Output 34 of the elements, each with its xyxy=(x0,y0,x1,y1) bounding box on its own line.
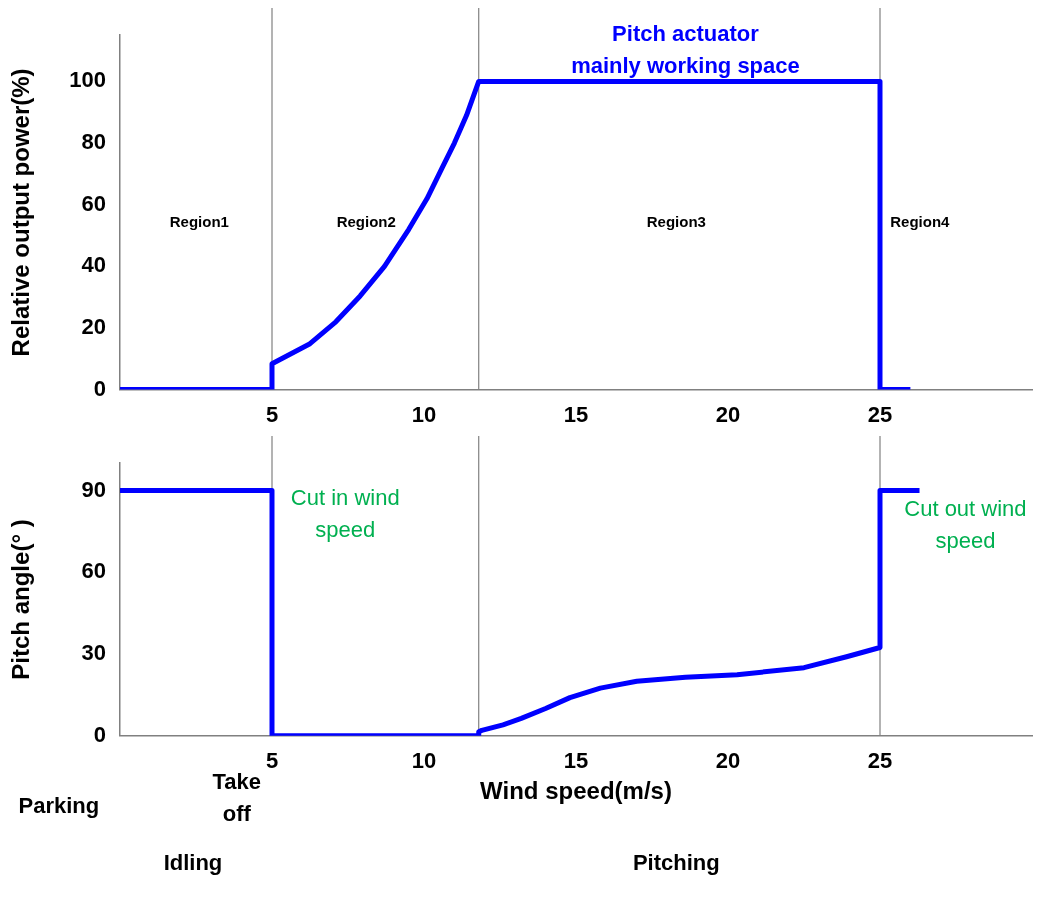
y-tick-label: 0 xyxy=(93,375,106,401)
y-tick-label: 80 xyxy=(81,129,106,155)
y-axis-title: Relative output power(%) xyxy=(7,68,35,357)
y-tick-label: 60 xyxy=(81,558,106,584)
x-tick-label: 10 xyxy=(411,401,437,427)
text: Take off xyxy=(212,768,261,826)
annotation: Cut in wind speed xyxy=(290,485,400,543)
x-tick-label: 15 xyxy=(563,401,589,427)
text: Idling xyxy=(163,849,223,875)
annotation: Cut out wind speed xyxy=(904,496,1027,553)
y-tick-label: 60 xyxy=(81,190,106,216)
x-tick-label: 5 xyxy=(265,748,279,774)
text: Parking xyxy=(18,792,100,818)
annotation: Region1 xyxy=(169,213,229,231)
y-tick-label: 100 xyxy=(69,67,106,93)
x-axis-title: Wind speed(m/s) xyxy=(480,777,672,805)
annotation: Region4 xyxy=(890,213,951,231)
y-tick-label: 20 xyxy=(81,314,106,340)
annotation: Region3 xyxy=(646,213,706,231)
x-tick-label: 20 xyxy=(715,401,741,427)
y-axis-title: Pitch angle(° ) xyxy=(7,519,35,680)
text: Pitching xyxy=(632,849,720,875)
x-tick-label: 15 xyxy=(563,748,589,774)
y-tick-label: 0 xyxy=(93,721,106,747)
x-tick-label: 25 xyxy=(867,401,893,427)
x-tick-label: 20 xyxy=(715,748,741,774)
y-tick-label: 90 xyxy=(81,476,106,502)
x-tick-label: 5 xyxy=(265,401,279,427)
annotation: Region2 xyxy=(336,213,396,231)
annotation: Pitch actuator mainly working space xyxy=(571,21,800,79)
x-tick-label: 25 xyxy=(867,748,893,774)
x-tick-label: 10 xyxy=(411,748,437,774)
y-tick-label: 40 xyxy=(81,252,106,278)
y-tick-label: 30 xyxy=(81,640,106,666)
